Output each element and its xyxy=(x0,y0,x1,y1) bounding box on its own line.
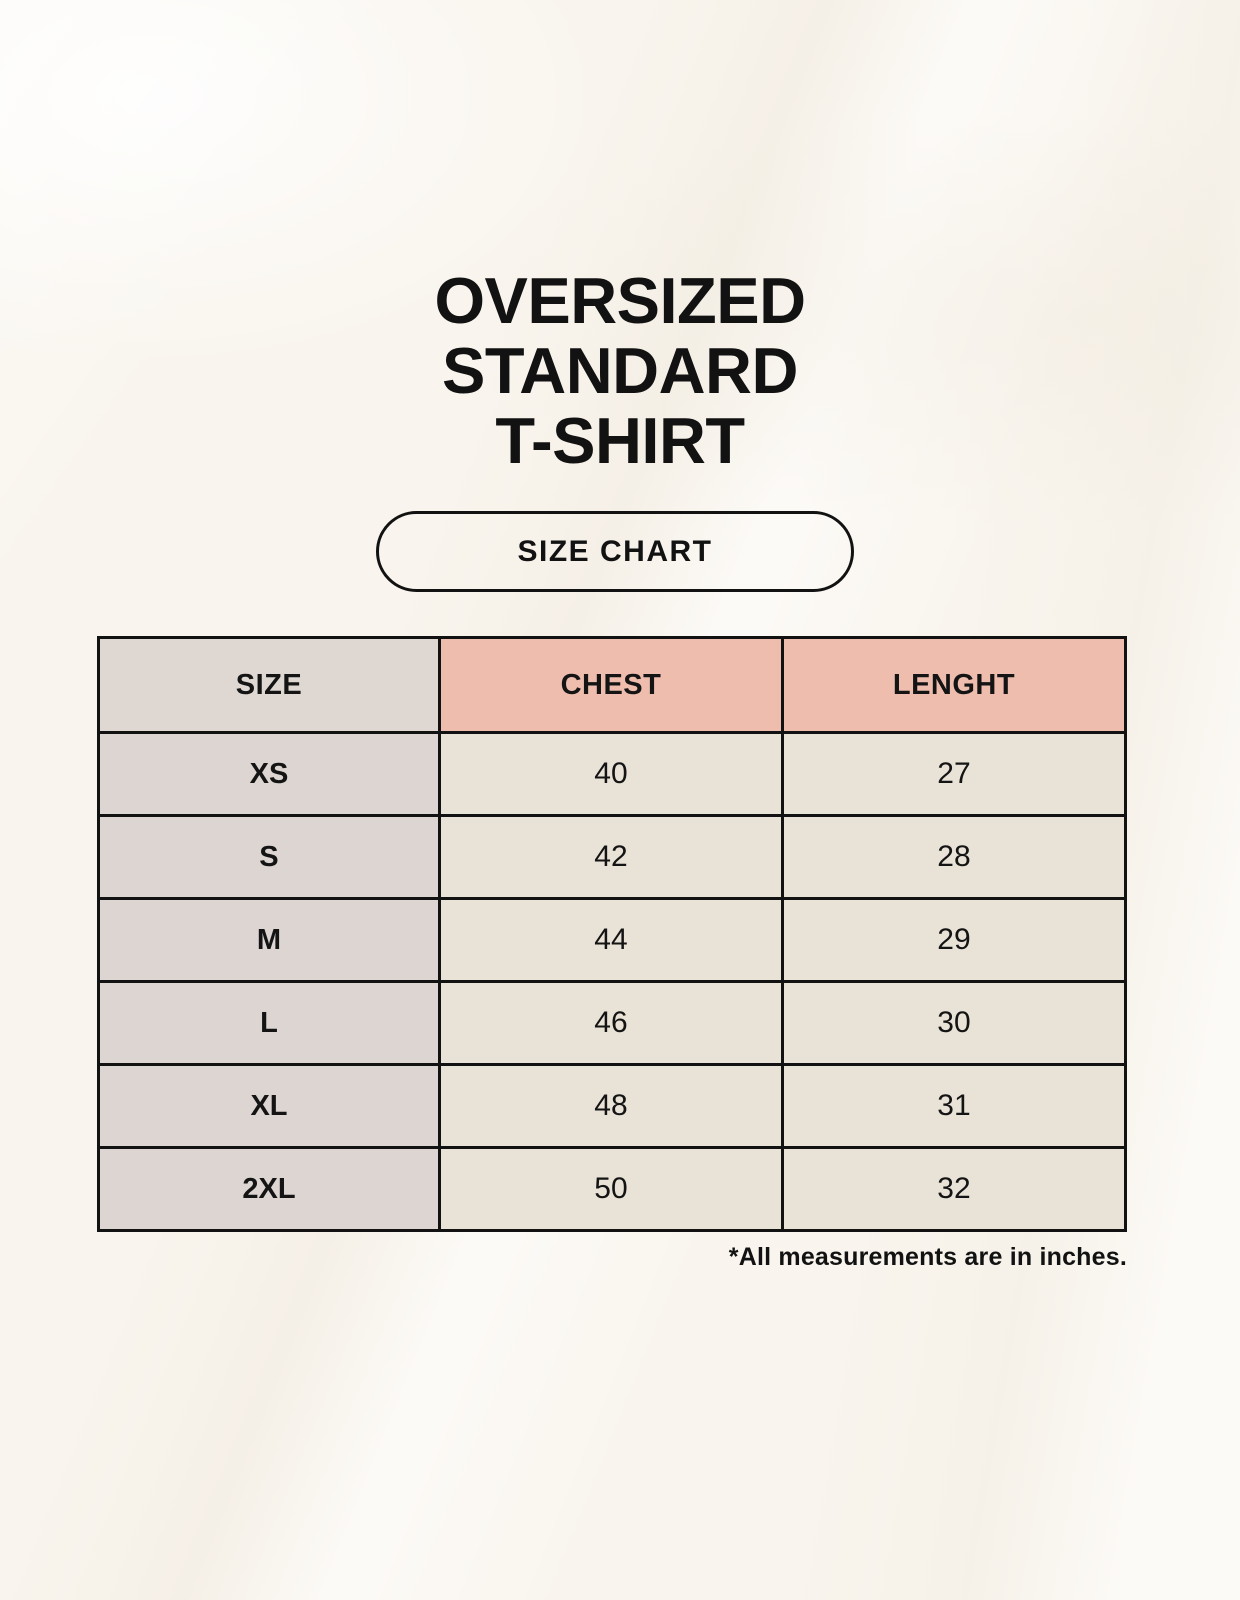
size-label: XL xyxy=(97,1063,441,1149)
column-header-chest: CHEST xyxy=(437,636,784,734)
size-label: XS xyxy=(97,731,441,817)
size-label: M xyxy=(97,897,441,983)
table-row-xl: XL 48 31 xyxy=(97,1063,1128,1149)
table-row-m: M 44 29 xyxy=(97,897,1128,983)
title-line-3: T-SHIRT xyxy=(495,404,745,477)
chest-value: 44 xyxy=(437,897,784,983)
chest-value: 46 xyxy=(437,980,784,1066)
column-header-size: SIZE xyxy=(97,636,441,734)
table-row-2xl: 2XL 50 32 xyxy=(97,1146,1128,1232)
title-line-2: STANDARD xyxy=(442,334,798,407)
table-row-xs: XS 40 27 xyxy=(97,731,1128,817)
length-value: 30 xyxy=(780,980,1128,1066)
length-value: 28 xyxy=(780,814,1128,900)
length-value: 29 xyxy=(780,897,1128,983)
size-label: S xyxy=(97,814,441,900)
title-line-1: OVERSIZED xyxy=(434,264,806,337)
size-chart-table: SIZE CHEST LENGHT XS 40 27 S 42 28 M 44 … xyxy=(97,636,1128,1232)
chest-value: 42 xyxy=(437,814,784,900)
chest-value: 48 xyxy=(437,1063,784,1149)
chest-value: 50 xyxy=(437,1146,784,1232)
length-value: 27 xyxy=(780,731,1128,817)
length-value: 31 xyxy=(780,1063,1128,1149)
size-label: 2XL xyxy=(97,1146,441,1232)
chest-value: 40 xyxy=(437,731,784,817)
size-label: L xyxy=(97,980,441,1066)
length-value: 32 xyxy=(780,1146,1128,1232)
table-header-row: SIZE CHEST LENGHT xyxy=(97,636,1128,734)
column-header-length: LENGHT xyxy=(780,636,1128,734)
size-chart-badge: SIZE CHART xyxy=(376,511,854,592)
page-title: OVERSIZED STANDARD T-SHIRT xyxy=(0,266,1240,476)
table-row-s: S 42 28 xyxy=(97,814,1128,900)
size-chart-badge-label: SIZE CHART xyxy=(517,534,713,568)
measurements-footnote: *All measurements are in inches. xyxy=(728,1243,1127,1271)
table-row-l: L 46 30 xyxy=(97,980,1128,1066)
